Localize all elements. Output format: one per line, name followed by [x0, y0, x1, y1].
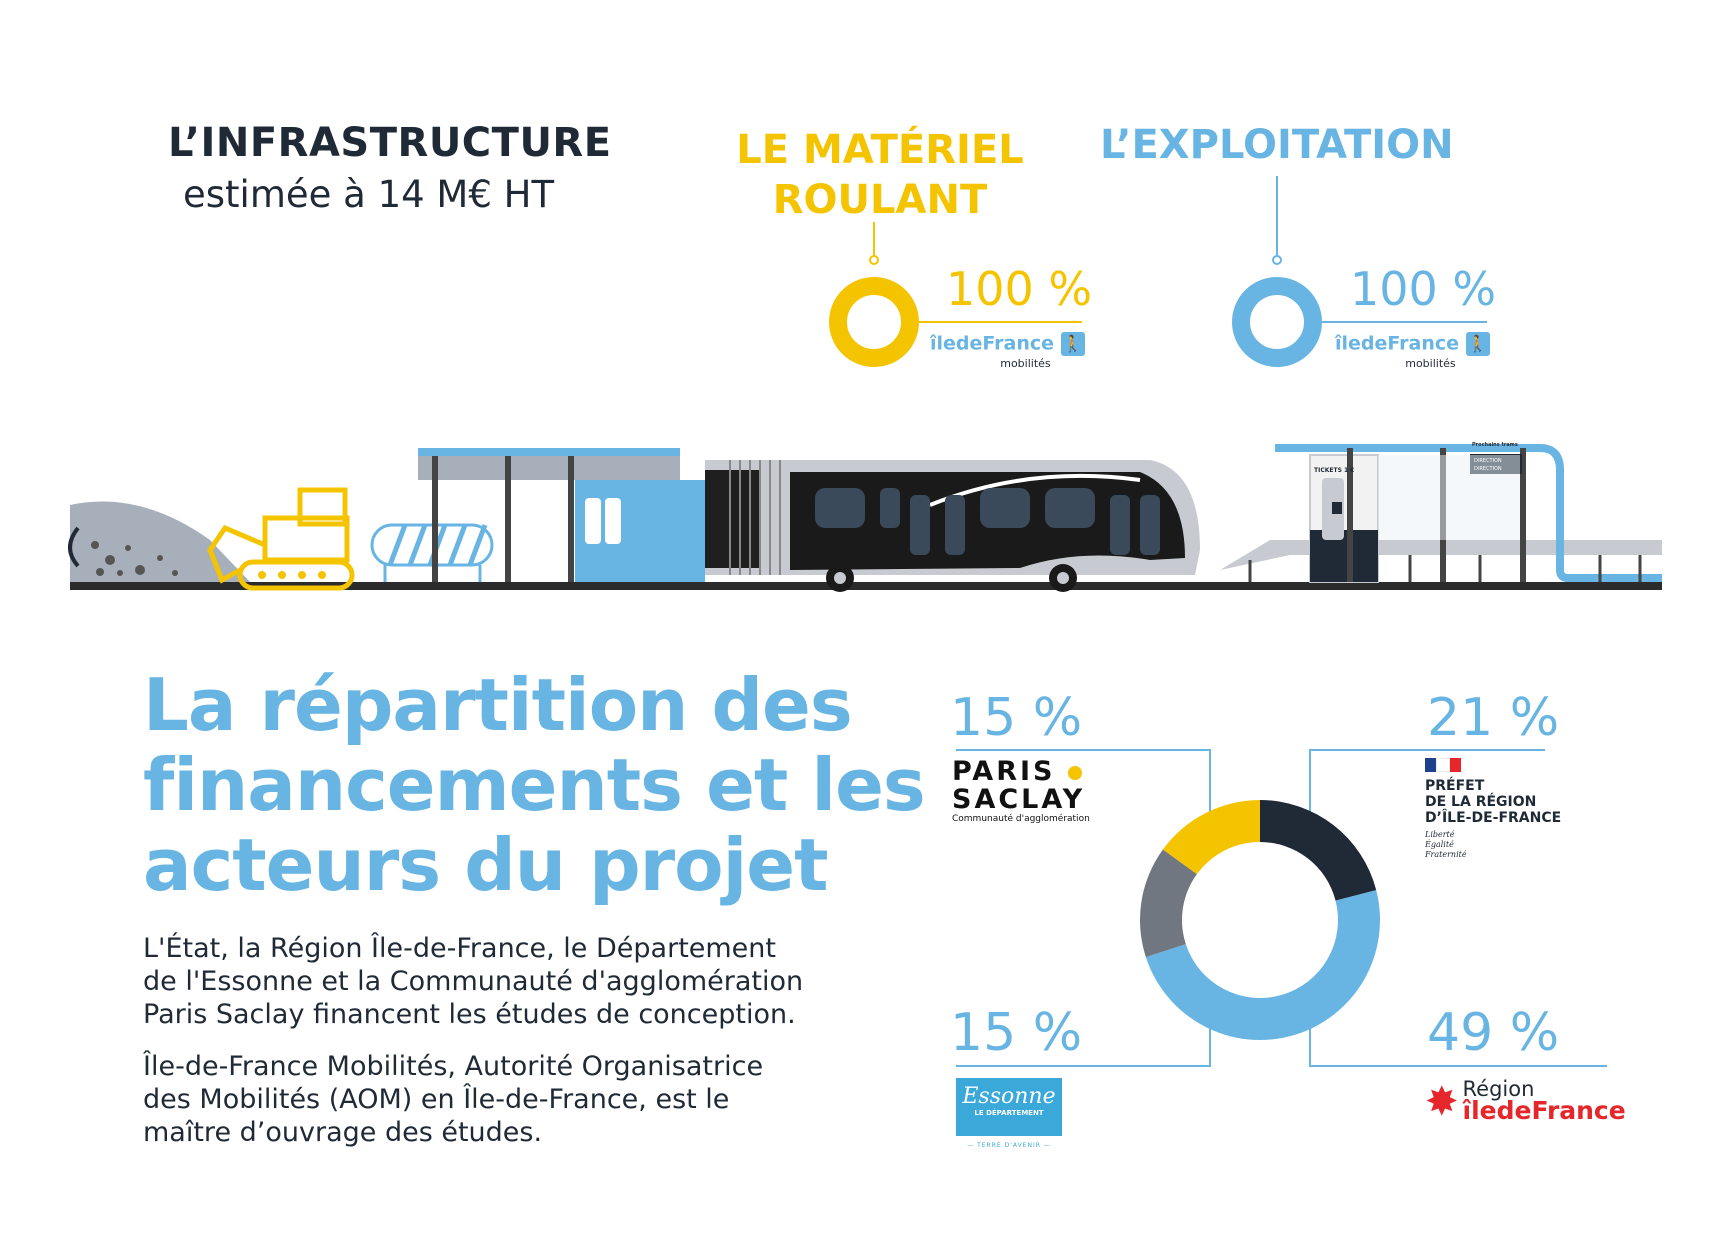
idfm-person-icon: 🚶	[1465, 332, 1490, 356]
infrastructure-title: L’INFRASTRUCTURE	[168, 120, 612, 166]
slice-essonne	[1140, 849, 1197, 958]
essonne-percent: 15 %	[950, 1003, 1083, 1063]
paris-saclay-logo: PARIS SACLAY Communauté d'agglomération	[952, 758, 1090, 825]
essonne-logo: Essonne LE DÉPARTEMENT — TERRE D'AVENIR …	[956, 1078, 1062, 1149]
motto-egalite: Égalité	[1425, 840, 1454, 849]
motto-liberte: Liberté	[1425, 830, 1455, 839]
departure-board-line2: DIRECTION	[1474, 466, 1502, 472]
top-rings-graphic	[829, 176, 1487, 367]
essonne-logo-box: Essonne LE DÉPARTEMENT	[956, 1078, 1062, 1136]
slice-region	[1145, 890, 1381, 1041]
tram-illustration: TICKETS 1 € Prochains trams DIRECTION DI…	[68, 442, 1662, 592]
exploitation-percent: 100 %	[1350, 262, 1497, 316]
idfm-logo-text: îledeFrance	[1335, 332, 1460, 355]
infrastructure-cost: estimée à 14 M€ HT	[183, 173, 555, 216]
financing-title-line1: La répartition des	[143, 663, 853, 747]
financing-donut-chart	[1140, 800, 1381, 1041]
gravel-mound-icon	[68, 501, 250, 582]
idfm-person-icon: 🚶	[1060, 332, 1085, 356]
paris-saclay-percent: 15 %	[950, 688, 1083, 748]
idfm-logo-sub: mobilités	[1405, 357, 1456, 370]
slice-paris-saclay	[1162, 800, 1260, 875]
essonne-tagline: — TERRE D'AVENIR —	[967, 1142, 1051, 1149]
essonne-logo-sub: LE DÉPARTEMENT	[974, 1109, 1044, 1117]
shelter-structure-icon	[418, 448, 680, 582]
paris-saclay-logo-line2: SACLAY	[952, 784, 1086, 815]
motto-fraternite: Fraternité	[1425, 850, 1467, 859]
station-icon	[1220, 444, 1662, 583]
para1-line: Paris Saclay financent les études de con…	[143, 999, 796, 1030]
departure-board-line1: DIRECTION	[1474, 458, 1502, 464]
exploitation-idfm-logo: îledeFrance 🚶 mobilités	[1335, 332, 1490, 374]
prefet-logo-line2: DE LA RÉGION	[1425, 794, 1537, 810]
materiel-title: LE MATÉRIEL ROULANT	[735, 125, 1025, 225]
ticket-label: TICKETS 1 €	[1314, 467, 1354, 474]
paris-saclay-logo-sub: Communauté d'agglomération	[952, 814, 1090, 824]
prefet-logo: PRÉFET DE LA RÉGION D’ÎLE-DE-FRANCE Libe…	[1425, 758, 1561, 860]
region-logo: ✸ Région îledeFrance	[1425, 1077, 1626, 1125]
para2-line: maître d’ouvrage des études.	[143, 1117, 543, 1148]
para2-line: des Mobilités (AOM) en Île-de-France, es…	[143, 1084, 730, 1115]
prefet-logo-line1: PRÉFET	[1425, 778, 1485, 794]
slice-prefet	[1260, 800, 1377, 901]
financing-title: La répartition des financements et les a…	[143, 663, 926, 907]
para1-line: de l'Essonne et la Communauté d'agglomér…	[143, 966, 804, 997]
prefet-percent: 21 %	[1427, 688, 1560, 748]
materiel-title-line1: LE MATÉRIEL	[736, 127, 1024, 173]
prefet-logo-line3: D’ÎLE-DE-FRANCE	[1425, 810, 1562, 826]
essonne-logo-main: Essonne	[962, 1084, 1056, 1109]
financing-title-line2: financements et les	[143, 743, 926, 827]
french-flag-icon	[1425, 758, 1461, 772]
financing-paragraph-2: Île-de-France Mobilités, Autorité Organi…	[143, 1050, 763, 1149]
red-star-icon: ✸	[1425, 1079, 1459, 1125]
materiel-title-line2: ROULANT	[772, 177, 988, 223]
bulldozer-icon	[207, 487, 355, 591]
region-logo-line1: Région	[1462, 1077, 1535, 1101]
yellow-dot-icon	[1067, 766, 1082, 780]
region-percent: 49 %	[1427, 1003, 1560, 1063]
para2-line: Île-de-France Mobilités, Autorité Organi…	[143, 1051, 764, 1082]
idfm-logo-text: îledeFrance	[930, 332, 1055, 355]
financing-paragraph-1: L'État, la Région Île-de-France, le Dépa…	[143, 932, 803, 1031]
financing-title-line3: acteurs du projet	[143, 823, 829, 907]
materiel-idfm-logo: îledeFrance 🚶 mobilités	[930, 332, 1085, 374]
tram-icon	[575, 460, 1200, 592]
region-logo-line2: îledeFrance	[1462, 1096, 1626, 1125]
materiel-percent: 100 %	[946, 262, 1093, 316]
exploitation-title: L’EXPLOITATION	[1100, 122, 1454, 168]
para1-line: L'État, la Région Île-de-France, le Dépa…	[143, 933, 776, 964]
departure-board-title: Prochains trams	[1472, 442, 1518, 448]
paris-saclay-logo-line1: PARIS	[952, 758, 1090, 786]
idfm-logo-sub: mobilités	[1000, 357, 1051, 370]
